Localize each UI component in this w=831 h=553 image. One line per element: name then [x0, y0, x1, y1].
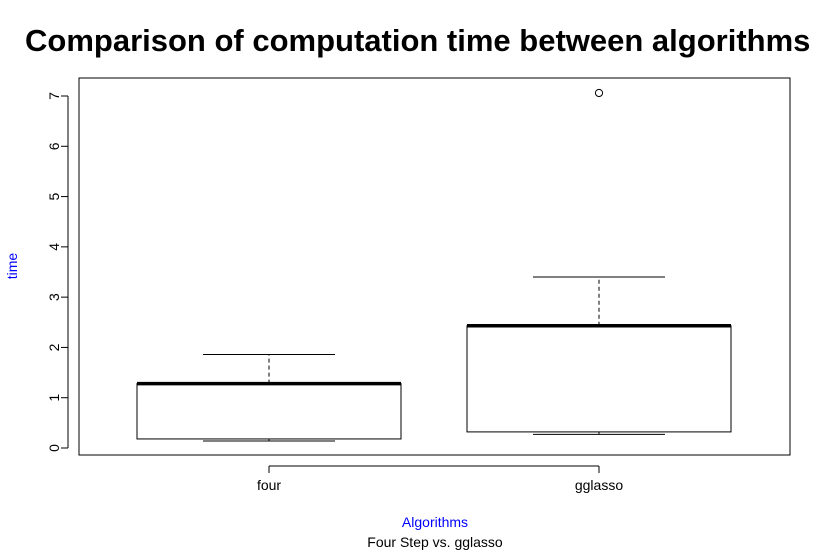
x-tick-label: gglasso: [575, 477, 623, 493]
chart-title: Comparison of computation time between a…: [25, 23, 810, 58]
y-tick-label: 0: [46, 444, 62, 452]
y-tick-label: 7: [46, 92, 62, 100]
plot-marks: [136, 88, 732, 442]
y-tick-label: 2: [46, 343, 62, 351]
y-tick-label: 3: [46, 293, 62, 301]
x-axis-label: Algorithms: [402, 514, 468, 530]
outlier-point: [594, 88, 604, 98]
y-tick-label: 5: [46, 192, 62, 200]
box-rect: [136, 383, 402, 440]
chart-subtitle: Four Step vs. gglasso: [367, 534, 503, 550]
y-tick-label: 6: [46, 142, 62, 150]
box-rect: [466, 325, 732, 433]
x-tick-label: four: [257, 477, 281, 493]
y-tick-label: 4: [46, 243, 62, 251]
y-tick-label: 1: [46, 394, 62, 402]
x-axis: four gglasso: [257, 465, 623, 493]
y-axis: 0 1 2 3 4 5 6 7: [46, 92, 69, 452]
box-four: [136, 353, 402, 442]
plot-frame: [78, 77, 791, 456]
box-gglasso: [466, 88, 732, 435]
y-axis-label: time: [4, 253, 20, 280]
